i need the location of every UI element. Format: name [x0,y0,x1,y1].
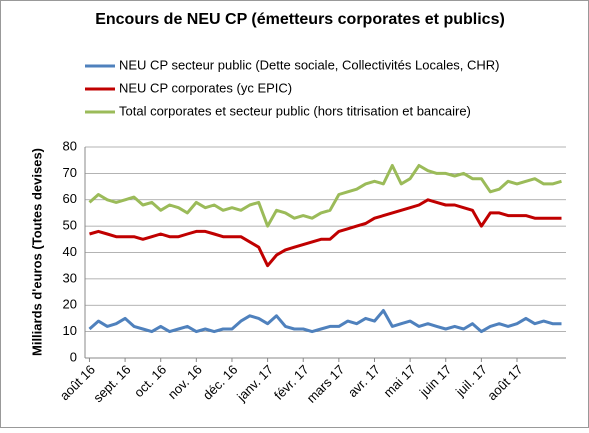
y-tick-label: 40 [63,244,77,259]
y-tick-label: 80 [63,138,77,153]
series-line [88,309,562,334]
y-tick-label: 0 [70,349,77,364]
y-tick-label: 50 [63,218,77,233]
y-tick-label: 60 [63,191,77,206]
y-tick-label: 20 [63,297,77,312]
y-axis-label: Milliards d'euros (Toutes devises) [29,148,44,356]
y-tick-label: 10 [63,323,77,338]
legend-label: Total corporates et secteur public (hors… [119,103,471,118]
legend-label: NEU CP secteur public (Dette sociale, Co… [119,57,500,72]
chart-title: Encours de NEU CP (émetteurs corporates … [95,11,505,28]
y-tick-label: 70 [63,165,77,180]
series-line [89,198,562,268]
legend-label: NEU CP corporates (yc EPIC) [119,80,292,95]
y-tick-label: 30 [63,270,77,285]
series-line [88,164,562,228]
